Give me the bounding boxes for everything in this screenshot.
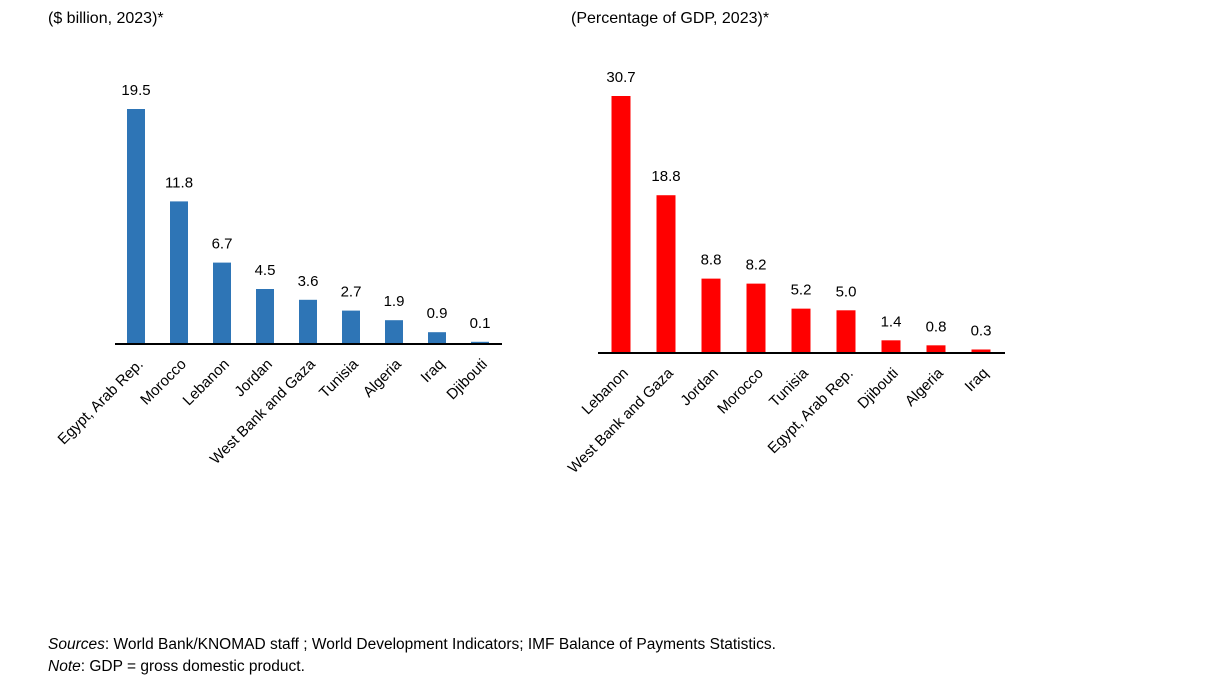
data-label-1: 11.8: [165, 174, 193, 191]
sources-text: : World Bank/KNOMAD staff ; World Develo…: [104, 636, 776, 653]
bar-5: [342, 310, 360, 343]
data-label-2: 8.8: [701, 252, 722, 269]
data-label-0: 19.5: [121, 82, 150, 99]
category-label-2: Jordan: [677, 365, 721, 409]
bar-5: [836, 310, 856, 352]
bar-1: [656, 195, 676, 352]
data-label-3: 8.2: [746, 257, 767, 274]
bar-1: [170, 201, 188, 343]
right-chart-subtitle: (Percentage of GDP, 2023)*: [571, 10, 770, 27]
bar-0: [127, 109, 145, 343]
data-label-6: 1.9: [384, 293, 405, 310]
data-label-6: 1.4: [881, 313, 902, 330]
bar-4: [299, 299, 317, 343]
left-chart-subtitle: ($ billion, 2023)*: [48, 10, 164, 27]
bar-0: [611, 96, 631, 352]
data-label-7: 0.8: [926, 318, 947, 335]
data-label-7: 0.9: [427, 305, 448, 322]
data-label-1: 18.8: [651, 168, 680, 185]
category-label-3: Morocco: [714, 365, 767, 418]
sources-note: Sources: World Bank/KNOMAD staff ; World…: [48, 636, 776, 654]
bar-6: [385, 320, 403, 343]
bar-4: [791, 308, 811, 352]
note-text: : GDP = gross domestic product.: [80, 658, 305, 675]
data-label-4: 5.2: [791, 282, 812, 299]
category-label-7: Algeria: [902, 364, 948, 410]
data-label-2: 6.7: [212, 236, 233, 253]
data-label-8: 0.1: [470, 315, 491, 332]
bar-8: [471, 341, 489, 343]
bar-3: [256, 289, 274, 343]
data-label-4: 3.6: [298, 273, 319, 290]
data-label-5: 5.0: [836, 283, 857, 300]
bar-2: [213, 262, 231, 343]
bar-2: [701, 278, 721, 352]
bar-3: [746, 283, 766, 352]
data-label-8: 0.3: [971, 322, 992, 339]
gdp-note: Note: GDP = gross domestic product.: [48, 658, 305, 676]
bar-6: [881, 340, 901, 352]
data-label-0: 30.7: [606, 69, 635, 86]
bar-8: [971, 349, 991, 352]
category-label-6: Djibouti: [854, 365, 901, 412]
note-label: Note: [48, 658, 81, 675]
category-label-8: Iraq: [962, 365, 992, 395]
bar-7: [428, 332, 446, 343]
sources-label: Sources: [48, 636, 105, 653]
data-label-5: 2.7: [341, 284, 362, 301]
bar-7: [926, 345, 946, 352]
category-label-5: Egypt, Arab Rep.: [765, 365, 857, 457]
data-label-3: 4.5: [255, 262, 276, 279]
